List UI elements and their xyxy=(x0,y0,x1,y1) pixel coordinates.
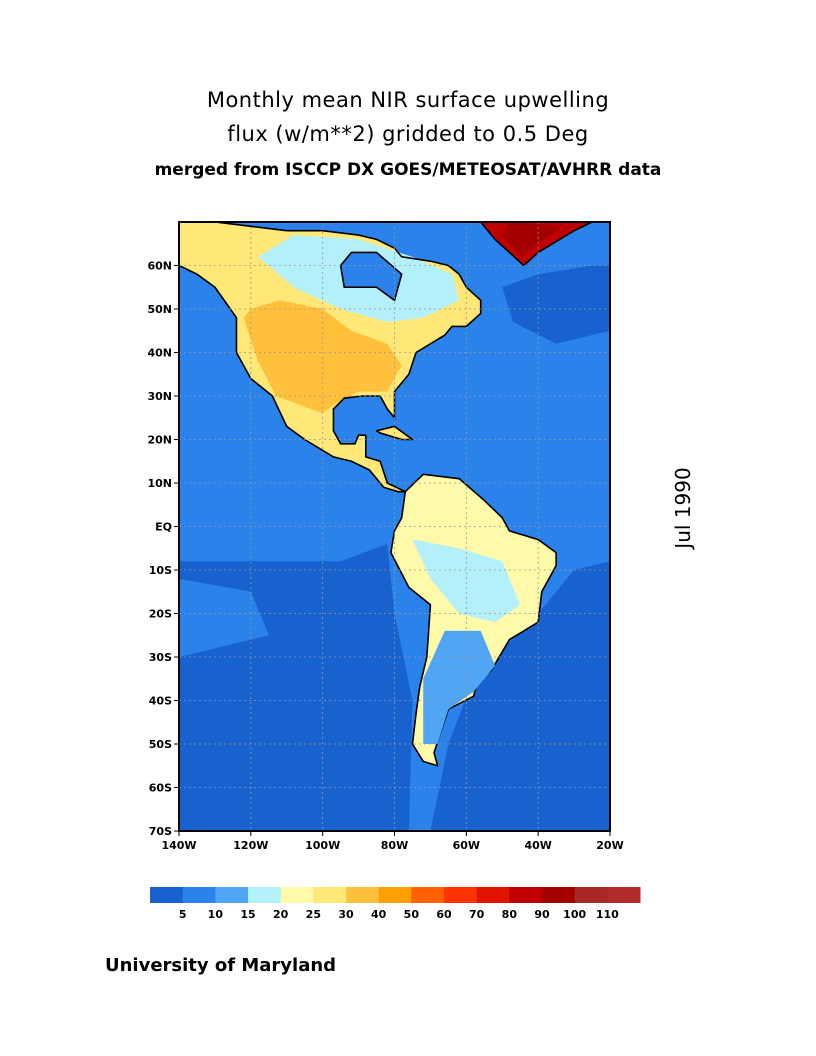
colorbar-swatch xyxy=(476,887,510,903)
low-flux-region-north-atlantic xyxy=(502,265,610,344)
lat-tick-label: 70S xyxy=(149,825,172,838)
colorbar-label: 110 xyxy=(596,908,619,921)
colorbar-swatch xyxy=(215,887,249,903)
lat-tick-label: 30S xyxy=(149,651,172,664)
very-high-flux-greenland xyxy=(502,222,564,257)
colorbar-label: 100 xyxy=(563,908,586,921)
lat-tick-label: 30N xyxy=(147,390,172,403)
colorbar-label: 10 xyxy=(208,908,224,921)
lat-tick-label: 10S xyxy=(149,564,172,577)
lat-tick-label: 50N xyxy=(147,303,172,316)
lat-tick-label: EQ xyxy=(155,521,172,534)
colorbar-label: 80 xyxy=(502,908,518,921)
title-line-1: Monthly mean NIR surface upwelling xyxy=(206,88,610,112)
lon-tick-label: 100W xyxy=(305,839,340,852)
colorbar-label: 60 xyxy=(436,908,452,921)
lon-tick-label: 40W xyxy=(524,839,551,852)
colorbar-swatch xyxy=(444,887,478,903)
colorbar-swatch xyxy=(280,887,314,903)
mid-flux-region-brazil xyxy=(412,539,521,623)
title-line-2: flux (w/m**2) gridded to 0.5 Deg xyxy=(227,122,589,146)
lon-tick-label: 20W xyxy=(596,839,623,852)
colorbar-label: 70 xyxy=(469,908,485,921)
colorbar-swatch xyxy=(542,887,576,903)
colorbar-swatch xyxy=(313,887,347,903)
lat-tick-label: 10N xyxy=(147,477,172,490)
high-flux-region-us xyxy=(243,300,402,414)
colorbar-label: 15 xyxy=(240,908,255,921)
coastline xyxy=(178,221,482,493)
colorbar-swatch xyxy=(509,887,543,903)
lat-tick-label: 50S xyxy=(149,738,172,751)
lon-tick-label: 80W xyxy=(381,839,408,852)
low-flux-region-argentina xyxy=(423,630,496,744)
mid-flux-region-pacific xyxy=(179,578,269,657)
subtitle: merged from ISCCP DX GOES/METEOSAT/AVHRR… xyxy=(154,160,662,180)
colorbar-swatch xyxy=(182,887,216,903)
colorbar-label: 90 xyxy=(534,908,550,921)
colorbar-swatch xyxy=(248,887,282,903)
colorbar-label: 30 xyxy=(338,908,354,921)
colorbar-swatch xyxy=(411,887,445,903)
colorbar-label: 40 xyxy=(371,908,387,921)
colorbar-label: 5 xyxy=(179,908,187,921)
lon-tick-label: 120W xyxy=(233,839,268,852)
lat-tick-label: 20N xyxy=(147,434,172,447)
colorbar-label: 25 xyxy=(306,908,321,921)
date-label: Jul 1990 xyxy=(671,467,695,549)
lon-tick-label: 60W xyxy=(453,839,480,852)
colorbar-label: 50 xyxy=(404,908,420,921)
colorbar-swatch xyxy=(574,887,608,903)
colorbar-swatch xyxy=(378,887,412,903)
credit-label: University of Maryland xyxy=(105,955,337,976)
lat-tick-label: 60N xyxy=(147,260,172,273)
lon-tick-label: 140W xyxy=(161,839,196,852)
lat-tick-label: 20S xyxy=(149,608,172,621)
hudson-bay xyxy=(339,251,403,302)
lat-tick-label: 40S xyxy=(149,695,172,708)
low-flux-region-atlantic xyxy=(430,561,610,831)
map-frame xyxy=(178,221,611,832)
colorbar-label: 20 xyxy=(273,908,289,921)
colorbar-swatch xyxy=(346,887,380,903)
lat-tick-label: 60S xyxy=(149,782,172,795)
colorbar-swatch xyxy=(607,887,641,903)
lat-tick-label: 40N xyxy=(147,347,172,360)
colorbar-swatch xyxy=(150,887,184,903)
